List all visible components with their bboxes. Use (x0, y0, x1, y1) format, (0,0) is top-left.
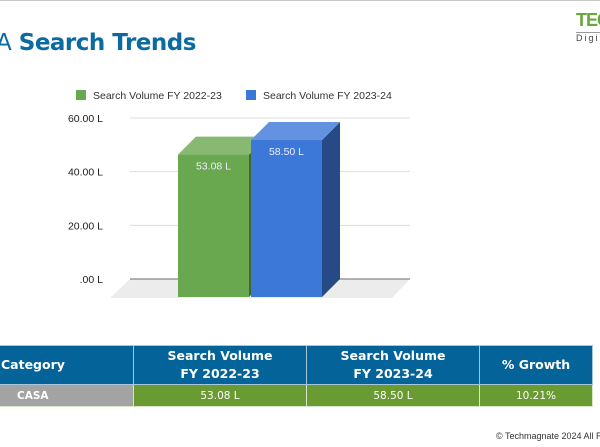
title-prefix: A (0, 30, 12, 56)
table-row: CASA 53.08 L 58.50 L 10.21% (0, 384, 593, 407)
bar (251, 140, 322, 297)
legend-swatch (76, 90, 86, 100)
logo-subtext: Digi (576, 32, 600, 43)
column-header: Category (0, 345, 134, 385)
table-cell: 58.50 L (306, 384, 480, 407)
bar-data-label: 58.50 L (269, 146, 304, 158)
y-tick-label: 40.00 L (68, 167, 103, 179)
column-header: Search Volume FY 2022-23 (133, 345, 307, 385)
table-cell: CASA (0, 384, 134, 407)
footer-copyright: © Techmagnate 2024 All R (496, 431, 600, 441)
column-header: Search Volume FY 2023-24 (306, 345, 480, 385)
bar-top (178, 136, 267, 155)
bar-side (322, 122, 340, 298)
table-cell: 10.21% (479, 384, 593, 407)
bar (178, 154, 249, 297)
legend-label: Search Volume FY 2022-23 (93, 90, 222, 102)
data-table: Category Search Volume FY 2022-23 Search Vo… (0, 345, 593, 407)
logo-text: TEC (576, 10, 600, 30)
bar-top (251, 122, 340, 141)
legend-swatch (246, 90, 256, 100)
title-main: Search Trends (18, 30, 197, 56)
table-header-row: Category Search Volume FY 2022-23 Search Vo… (0, 345, 593, 385)
bar-data-label: 53.08 L (196, 161, 231, 173)
logo: TEC Digi (576, 10, 600, 43)
bar-chart: 60.00 L 40.00 L 20.00 L .00 L Search Volume … (68, 90, 410, 298)
page-title: A Search Trends (0, 30, 196, 56)
top-divider (0, 0, 600, 1)
y-tick-label: .00 L (80, 274, 104, 286)
y-tick-label: 20.00 L (68, 220, 103, 232)
column-header: % Growth (479, 345, 593, 385)
legend-label: Search Volume FY 2023-24 (263, 90, 392, 102)
y-tick-label: 60.00 L (68, 113, 103, 125)
table-cell: 53.08 L (133, 384, 307, 407)
